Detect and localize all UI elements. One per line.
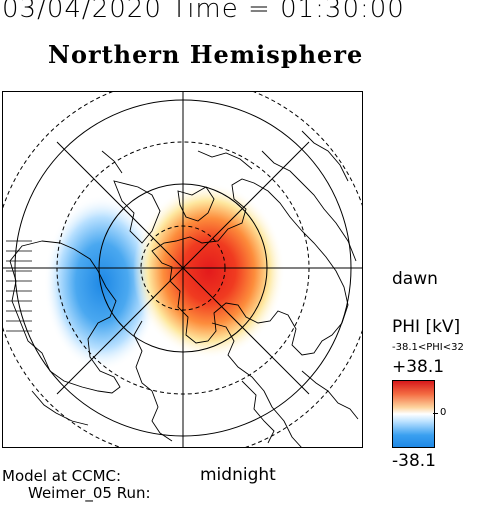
colorbar-max: +38.1 [392,357,445,377]
meridian-diagonal-2 [56,141,310,395]
model-label: Model at CCMC: [2,467,122,485]
colorbar-title: PHI [kV] [392,317,461,337]
lat-lon-grid [2,91,363,448]
plot-title: 03/04/2020 Time = 01:30:00 [2,0,405,24]
polar-potential-map [2,91,363,448]
dawn-label: dawn [392,269,438,289]
colorbar [392,380,435,448]
hemisphere-title: Northern Hemisphere [48,40,364,69]
colorbar-zero-tick [433,413,438,414]
colorbar-zero: 0 [440,407,447,418]
edge-hatching [6,240,32,332]
run-label: Weimer_05 Run: [28,484,151,502]
colorbar-range: -38.1<PHI<32 [392,342,464,353]
midnight-label: midnight [200,465,276,485]
positive-potential-cell [133,183,285,359]
colorbar-min: -38.1 [392,451,436,471]
negative-potential-cell [44,195,160,371]
